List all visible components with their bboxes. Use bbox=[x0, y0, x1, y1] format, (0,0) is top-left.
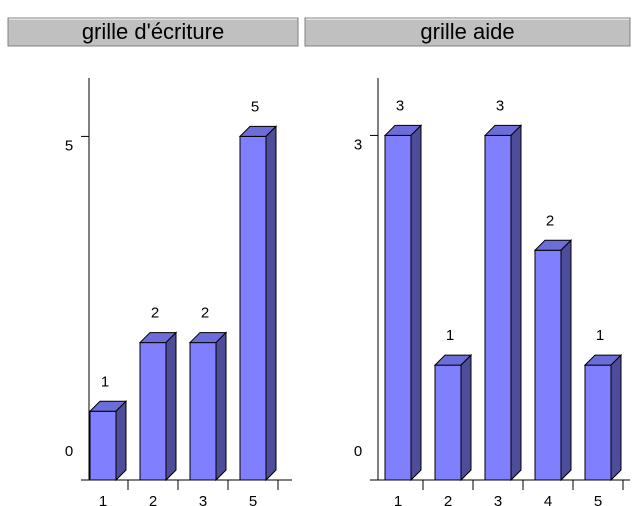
x-tick-label: 2 bbox=[149, 493, 157, 506]
x-tick-label: 3 bbox=[494, 493, 502, 506]
bar-side bbox=[265, 125, 277, 482]
value-label: 3 bbox=[396, 97, 404, 114]
x-tick-label: 5 bbox=[594, 493, 602, 506]
value-label: 1 bbox=[446, 327, 454, 344]
bar-side bbox=[165, 331, 177, 482]
y-tick-label: 3 bbox=[354, 136, 362, 153]
value-label: 3 bbox=[496, 97, 504, 114]
x-tick-label: 1 bbox=[394, 493, 402, 506]
bar-side bbox=[115, 400, 127, 482]
y-tick-label: 0 bbox=[354, 443, 362, 460]
header-title: grille aide bbox=[420, 19, 514, 44]
bar-side bbox=[610, 353, 622, 482]
header-title: grille d'écriture bbox=[82, 19, 224, 44]
header-button[interactable] bbox=[7, 17, 299, 47]
bar-side bbox=[215, 331, 227, 482]
bar-front bbox=[239, 135, 267, 481]
bar-front bbox=[434, 364, 462, 481]
x-tick-label: 1 bbox=[99, 493, 107, 506]
bar-side bbox=[560, 239, 572, 482]
bar-front bbox=[384, 134, 412, 481]
value-label: 1 bbox=[101, 373, 109, 390]
value-label: 1 bbox=[596, 327, 604, 344]
x-tick-label: 3 bbox=[199, 493, 207, 506]
y-tick-label: 0 bbox=[65, 443, 73, 460]
bar-side bbox=[460, 353, 472, 482]
bar-front bbox=[584, 364, 612, 481]
bar-front bbox=[189, 342, 217, 481]
bar-front bbox=[534, 249, 562, 481]
bar-side bbox=[510, 124, 522, 482]
bar-side bbox=[410, 124, 422, 482]
bar-front bbox=[484, 134, 512, 481]
value-label: 2 bbox=[546, 212, 554, 229]
value-label: 2 bbox=[201, 305, 209, 322]
bar-front bbox=[89, 410, 117, 481]
value-label: 5 bbox=[251, 98, 259, 115]
y-tick-label: 5 bbox=[65, 137, 73, 154]
value-label: 2 bbox=[151, 305, 159, 322]
x-tick-label: 5 bbox=[249, 493, 257, 506]
x-tick-label: 2 bbox=[444, 493, 452, 506]
bar-front bbox=[139, 342, 167, 481]
x-tick-label: 4 bbox=[544, 493, 552, 506]
header-button[interactable] bbox=[304, 17, 631, 47]
